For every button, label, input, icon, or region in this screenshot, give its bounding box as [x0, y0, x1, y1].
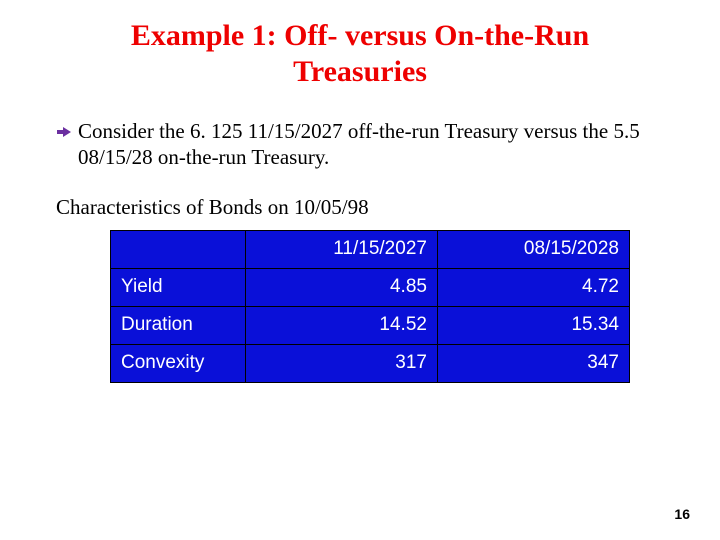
row-label: Convexity — [111, 344, 246, 382]
title-line-2: Treasuries — [293, 55, 427, 88]
row-label: Yield — [111, 268, 246, 306]
cell: 317 — [245, 344, 437, 382]
hand-point-icon — [56, 124, 72, 140]
table-row: Convexity 317 347 — [111, 344, 630, 382]
col-header-1: 11/15/2027 — [245, 230, 437, 268]
bonds-table-wrap: 11/15/2027 08/15/2028 Yield 4.85 4.72 Du… — [110, 230, 630, 383]
table-row: Duration 14.52 15.34 — [111, 306, 630, 344]
bullet-row: Consider the 6. 125 11/15/2027 off-the-r… — [56, 118, 670, 171]
cell: 15.34 — [437, 306, 629, 344]
col-header-2: 08/15/2028 — [437, 230, 629, 268]
bullet-text: Consider the 6. 125 11/15/2027 off-the-r… — [78, 118, 670, 171]
table-corner-cell — [111, 230, 246, 268]
characteristics-heading: Characteristics of Bonds on 10/05/98 — [56, 195, 670, 220]
slide: Example 1: Off- versus On-the-Run Treasu… — [0, 0, 720, 540]
cell: 4.85 — [245, 268, 437, 306]
row-label: Duration — [111, 306, 246, 344]
cell: 347 — [437, 344, 629, 382]
table-row: Yield 4.85 4.72 — [111, 268, 630, 306]
bonds-table: 11/15/2027 08/15/2028 Yield 4.85 4.72 Du… — [110, 230, 630, 383]
cell: 14.52 — [245, 306, 437, 344]
page-number: 16 — [674, 506, 690, 522]
slide-title: Example 1: Off- versus On-the-Run Treasu… — [50, 18, 670, 90]
table-header-row: 11/15/2027 08/15/2028 — [111, 230, 630, 268]
bullet-block: Consider the 6. 125 11/15/2027 off-the-r… — [56, 118, 670, 171]
cell: 4.72 — [437, 268, 629, 306]
title-line-1: Example 1: Off- versus On-the-Run — [131, 19, 589, 52]
